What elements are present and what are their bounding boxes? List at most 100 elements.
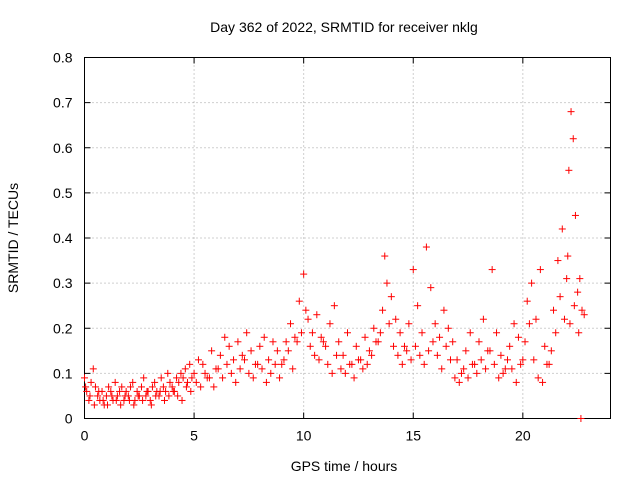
data-point [517, 360, 525, 368]
y-ticks: 0 0.1 0.2 0.3 0.4 0.5 0.6 0.7 0.8 [53, 50, 611, 427]
data-point [208, 347, 216, 355]
data-point [278, 360, 286, 368]
data-point [477, 356, 485, 364]
data-point [295, 297, 303, 305]
data-point [433, 351, 441, 359]
y-tick-label: 0.2 [53, 320, 73, 336]
data-point [271, 360, 279, 368]
data-point [262, 378, 270, 386]
data-point [186, 360, 194, 368]
data-point [462, 347, 470, 355]
data-point [541, 342, 549, 350]
data-point [267, 369, 275, 377]
data-point [403, 347, 411, 355]
data-point [398, 360, 406, 368]
data-point [385, 320, 393, 328]
data-point [133, 387, 141, 395]
data-point [444, 324, 452, 332]
data-point [414, 302, 422, 310]
data-point [152, 392, 160, 400]
data-point [227, 369, 235, 377]
y-axis-title: SRMTID / TECUs [5, 183, 21, 293]
data-point [157, 374, 165, 382]
data-point [89, 365, 97, 373]
data-point [184, 378, 192, 386]
data-point [247, 347, 255, 355]
data-point [363, 360, 371, 368]
data-point [431, 320, 439, 328]
data-point [282, 338, 290, 346]
data-point [169, 387, 177, 395]
data-point [165, 392, 173, 400]
data-point [304, 315, 312, 323]
data-point [94, 392, 102, 400]
data-point [139, 396, 147, 404]
data-point [556, 293, 564, 301]
data-point [451, 374, 459, 382]
data-point [547, 347, 555, 355]
data-point [225, 342, 233, 350]
data-point [350, 374, 358, 382]
data-point [473, 369, 481, 377]
data-point [87, 378, 95, 386]
x-tick-label: 20 [515, 428, 531, 444]
data-point [104, 401, 112, 409]
data-points [81, 108, 588, 422]
data-point [130, 401, 138, 409]
data-point [236, 365, 244, 373]
data-point [440, 306, 448, 314]
data-point [499, 369, 507, 377]
data-point [105, 383, 113, 391]
data-point [453, 356, 461, 364]
data-point [107, 387, 115, 395]
data-point [269, 338, 277, 346]
data-point [344, 329, 351, 337]
x-tick-label: 15 [405, 428, 421, 444]
data-point [532, 315, 540, 323]
data-point [194, 356, 202, 364]
data-point [455, 378, 463, 386]
data-point [238, 351, 246, 359]
data-point [127, 383, 135, 391]
data-point [108, 392, 116, 400]
data-point [232, 378, 240, 386]
data-point [372, 338, 380, 346]
data-point [346, 360, 354, 368]
data-point [379, 306, 387, 314]
data-point [118, 383, 126, 391]
data-point [396, 329, 404, 337]
data-point [205, 374, 213, 382]
y-tick-label: 0.1 [53, 365, 73, 381]
data-point [179, 374, 187, 382]
data-point [328, 369, 336, 377]
data-point [567, 108, 575, 116]
data-point [438, 365, 446, 373]
data-point [330, 302, 338, 310]
data-point [381, 252, 389, 260]
data-point [199, 360, 207, 368]
data-point [447, 356, 455, 364]
data-point [525, 320, 533, 328]
data-point [569, 135, 577, 143]
y-tick-label: 0.7 [53, 95, 73, 111]
data-point [122, 387, 130, 395]
data-point [147, 401, 155, 409]
data-point [284, 347, 292, 355]
data-point [575, 329, 583, 337]
data-point [407, 356, 415, 364]
data-point [188, 374, 196, 382]
data-point [190, 369, 198, 377]
data-point [254, 360, 262, 368]
data-point [536, 266, 544, 274]
data-point [365, 347, 373, 355]
data-point [486, 347, 494, 355]
data-point [201, 369, 209, 377]
data-point [324, 360, 332, 368]
data-point [311, 351, 319, 359]
data-point [383, 279, 391, 287]
x-tick-label: 5 [190, 428, 198, 444]
x-tick-label: 10 [296, 428, 312, 444]
data-point [528, 279, 536, 287]
data-point [460, 365, 468, 373]
data-point [405, 320, 413, 328]
